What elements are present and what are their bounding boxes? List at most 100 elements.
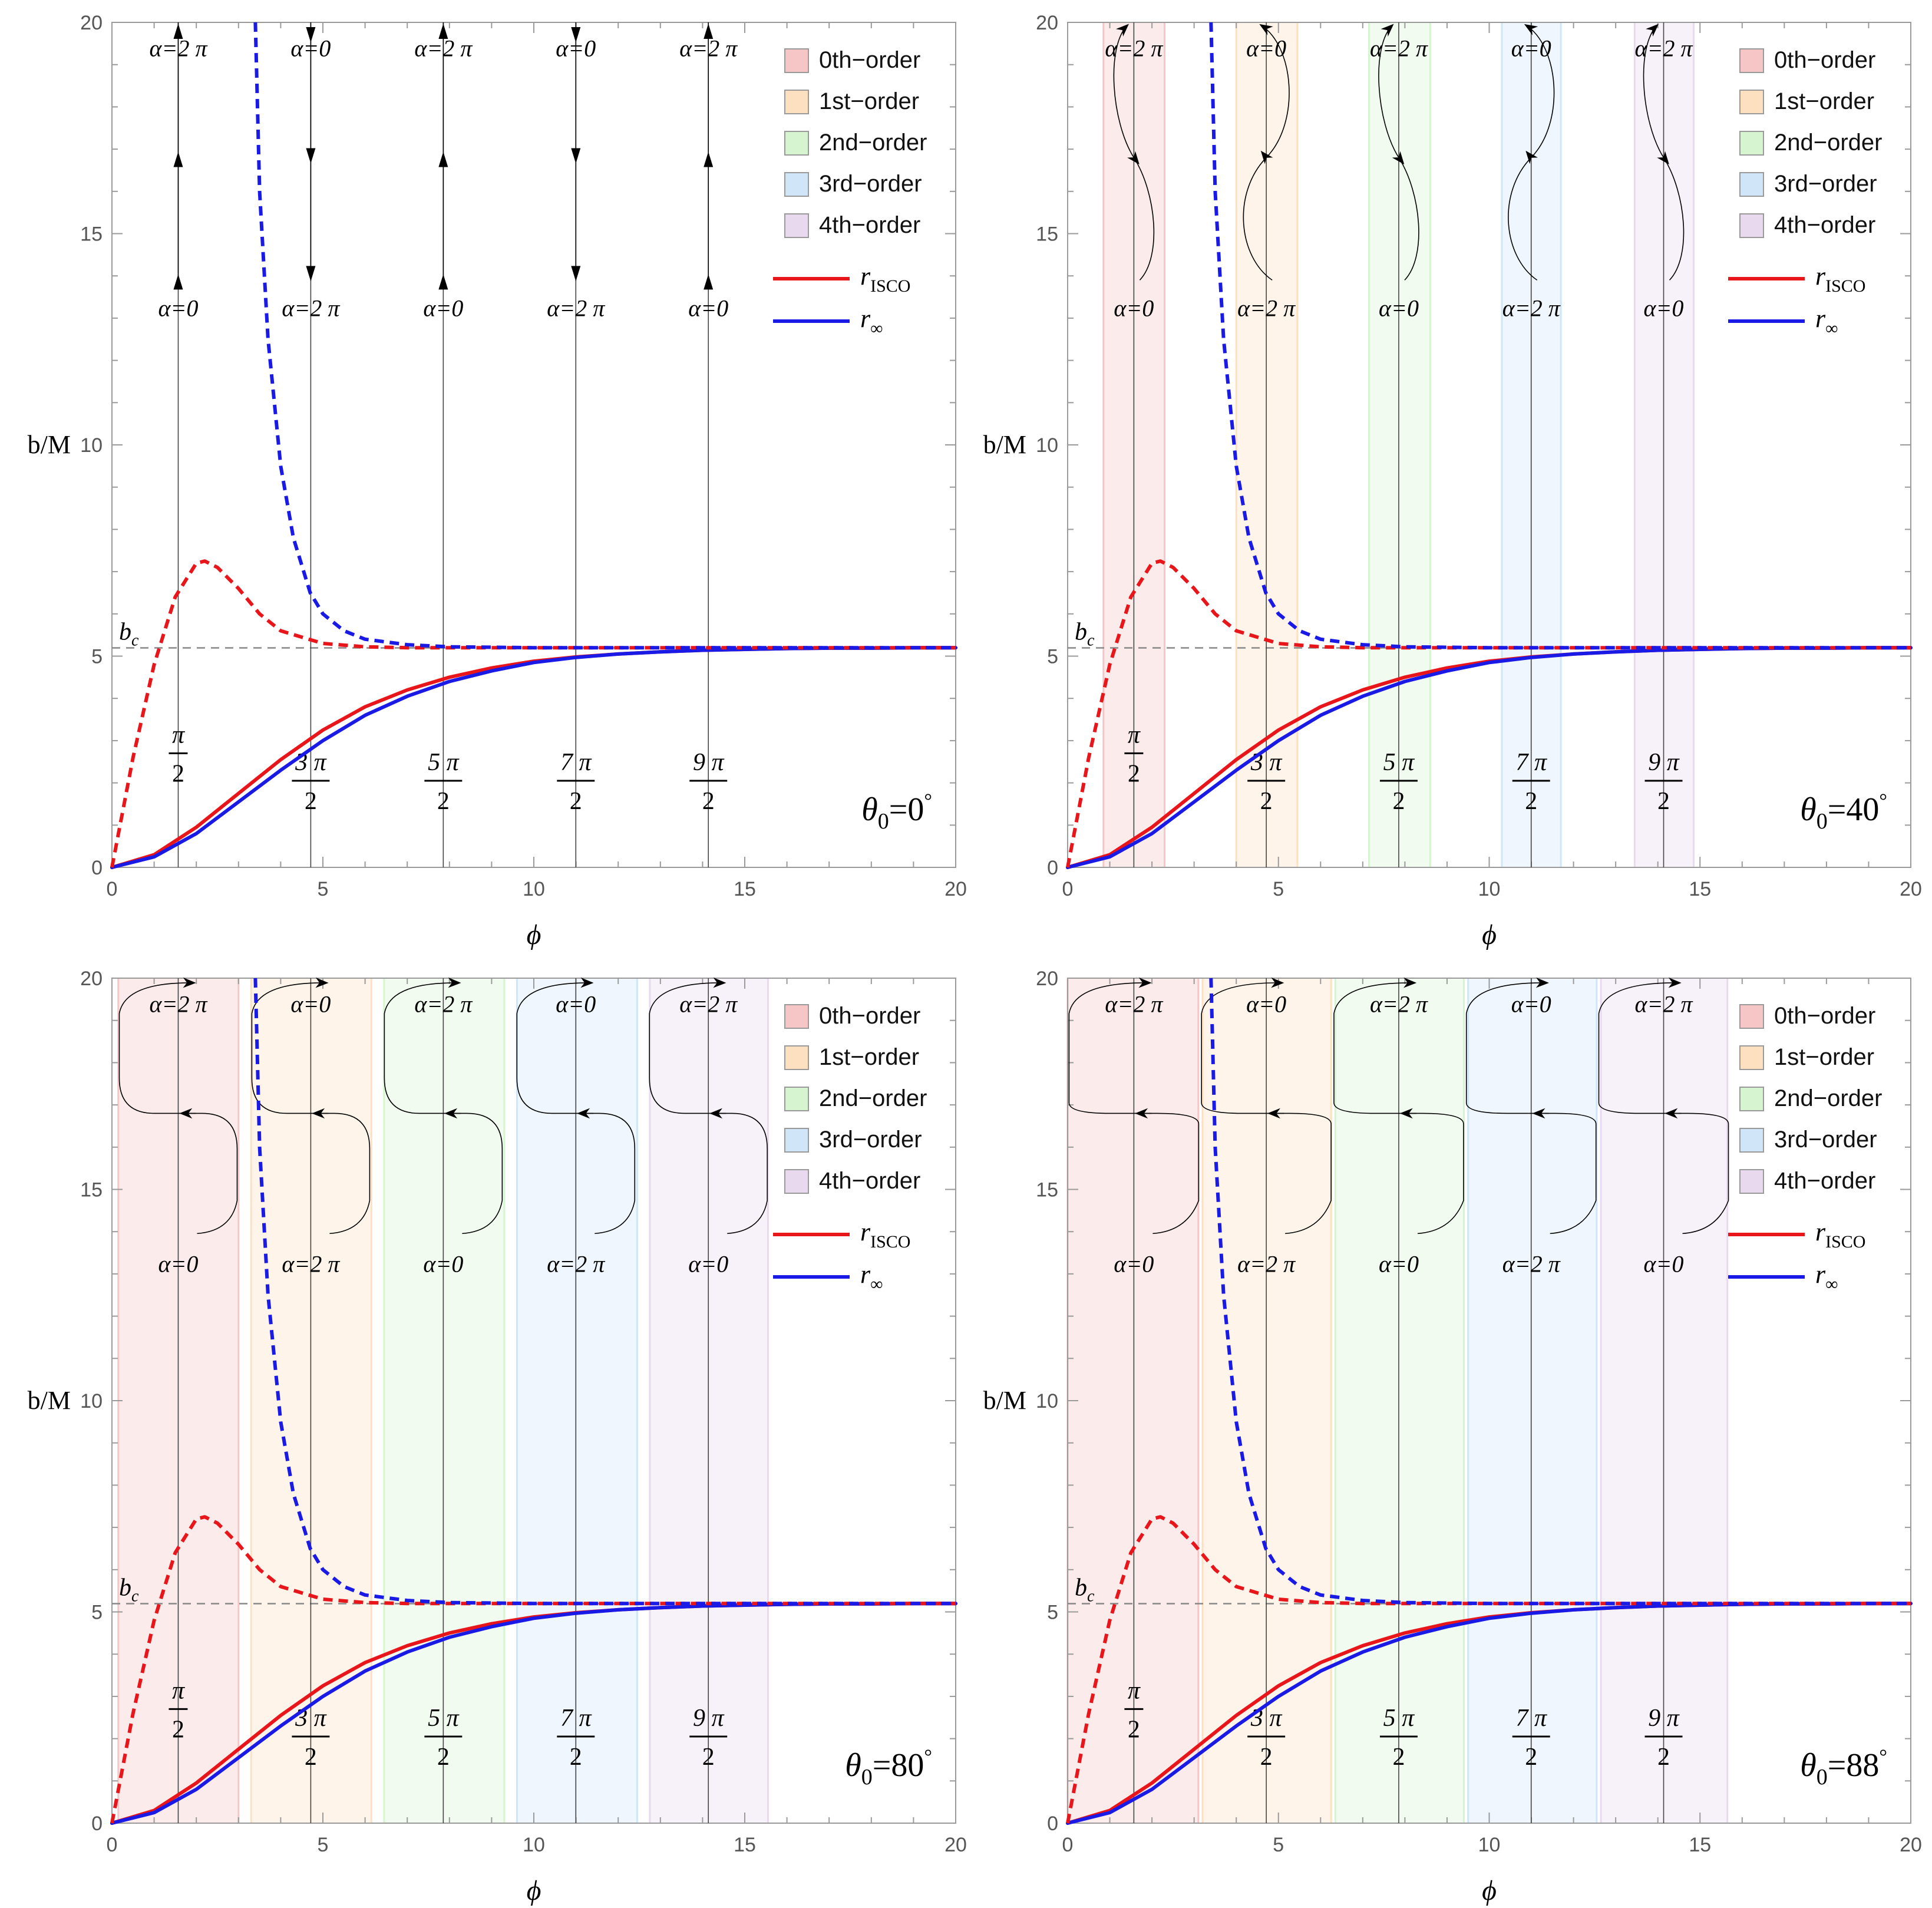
order-band-2	[384, 978, 504, 1823]
order-band-0	[1068, 978, 1198, 1823]
alpha-arrow	[571, 22, 581, 282]
legend-label: 1st−order	[1774, 88, 1874, 114]
x-tick-label: 5	[318, 1834, 329, 1856]
y-tick-label: 0	[91, 1813, 103, 1835]
vline-den-label: 2	[1128, 760, 1140, 787]
legend-label: 4th−order	[1774, 212, 1875, 238]
x-tick-label: 0	[107, 1834, 118, 1856]
vline-num-label: π	[172, 721, 185, 748]
series-r-isco	[110, 646, 957, 869]
x-tick-label: 15	[1689, 1834, 1711, 1856]
vline-den-label: 2	[305, 1744, 317, 1771]
legend-swatch-0	[1739, 1004, 1764, 1029]
alpha-arrow	[1068, 977, 1200, 1234]
alpha-bottom-label: α=0	[1644, 1250, 1684, 1277]
y-axis-label: b/M	[28, 1386, 71, 1415]
x-tick-label: 0	[107, 878, 118, 900]
alpha-arrow	[1508, 24, 1555, 281]
alpha-arrow	[1113, 24, 1155, 280]
vline-den-label: 2	[1260, 1744, 1273, 1771]
alpha-top-label: α=2 π	[149, 991, 207, 1017]
legend-swatch-4	[784, 213, 809, 238]
alpha-arrow	[438, 22, 448, 290]
legend-label: 4th−order	[1774, 1168, 1875, 1194]
x-tick-label: 10	[523, 1834, 545, 1856]
alpha-arrow	[1333, 977, 1464, 1234]
x-tick-label: 0	[1062, 878, 1074, 900]
y-tick-label: 5	[91, 646, 103, 668]
legend-swatch-2	[1739, 1087, 1764, 1111]
alpha-bottom-label: α=2 π	[1237, 295, 1296, 321]
vline-num-label: 7 π	[1515, 749, 1547, 776]
vline-den-label: 2	[1392, 1744, 1405, 1771]
vline-num-label: 9 π	[1648, 1705, 1680, 1732]
bc-label: bc	[119, 618, 139, 649]
legend-label: 1st−order	[819, 1044, 919, 1070]
vline-den-label: 2	[1657, 1744, 1670, 1771]
alpha-arrow	[516, 977, 636, 1234]
legend-line-label: rISCO	[860, 1217, 910, 1252]
legend-swatch-4	[1739, 213, 1764, 238]
x-tick-label: 20	[944, 878, 967, 900]
legend-swatch-4	[1739, 1169, 1764, 1194]
legend-swatch-3	[1739, 1128, 1764, 1153]
legend-swatch-1	[1739, 90, 1764, 114]
alpha-bottom-label: α=0	[688, 1250, 728, 1277]
vline-num-label: 7 π	[1515, 1705, 1547, 1732]
vline-den-label: 2	[570, 788, 582, 815]
alpha-arrow	[1378, 24, 1419, 280]
legend-line-label: rISCO	[1815, 1217, 1865, 1252]
alpha-bottom-label: α=0	[423, 295, 463, 321]
alpha-bottom-label: α=2 π	[282, 1250, 340, 1277]
alpha-arrow	[1243, 24, 1290, 281]
legend-label: 0th−order	[819, 47, 920, 73]
theta0-label: θ0=88°	[1800, 1746, 1887, 1790]
vline-num-label: 5 π	[1383, 1705, 1415, 1732]
alpha-top-label: α=0	[556, 991, 596, 1017]
series-dashed-r-isco	[110, 559, 956, 868]
series-dashed-r-isco	[1066, 1515, 1911, 1824]
vline-num-label: 7 π	[560, 1705, 592, 1732]
series-r-isco	[1066, 646, 1913, 869]
vline-den-label: 2	[1128, 1716, 1140, 1743]
legend-line-label: rISCO	[860, 262, 910, 296]
legend-label: 4th−order	[819, 212, 920, 238]
y-tick-label: 10	[1036, 434, 1058, 457]
alpha-arrow	[306, 22, 316, 282]
legend-label: 2nd−order	[819, 1085, 927, 1111]
alpha-arrow	[649, 977, 768, 1234]
panel-top-right: 0 5 10 15 20 0 5 10 15 20 ϕ b/M bc π 2 α=2 π α=0 3 π 2 α=0 α…	[983, 12, 1922, 950]
legend-label: 0th−order	[1774, 47, 1875, 73]
vline-num-label: 9 π	[1648, 749, 1680, 776]
order-band-4	[649, 978, 768, 1823]
y-tick-label: 20	[1036, 12, 1058, 34]
order-band-1	[251, 978, 372, 1823]
legend-label: 0th−order	[1774, 1003, 1875, 1029]
alpha-top-label: α=2 π	[679, 991, 738, 1017]
alpha-top-label: α=2 π	[1635, 991, 1693, 1017]
alpha-arrow	[1643, 24, 1685, 280]
x-tick-label: 15	[734, 878, 756, 900]
legend-label: 4th−order	[819, 1168, 920, 1194]
legend-swatch-1	[784, 1045, 809, 1070]
legend-swatch-2	[784, 131, 809, 156]
vline-num-label: 5 π	[1383, 749, 1415, 776]
legend-label: 3rd−order	[1774, 1127, 1877, 1153]
alpha-arrow	[1201, 977, 1332, 1234]
alpha-top-label: α=2 π	[414, 991, 473, 1017]
x-axis-label: ϕ	[1482, 1875, 1497, 1906]
series-dashed-r-inf	[1209, 22, 1911, 650]
legend-line-label: r∞	[1815, 1260, 1838, 1294]
vline-den-label: 2	[172, 1716, 184, 1743]
legend-label: 3rd−order	[819, 171, 922, 197]
y-tick-label: 15	[80, 223, 103, 246]
y-axis-label: b/M	[983, 430, 1026, 459]
legend-label: 2nd−order	[1774, 130, 1882, 156]
x-tick-label: 10	[523, 878, 545, 900]
y-tick-label: 20	[80, 968, 103, 990]
legend-label: 2nd−order	[819, 130, 927, 156]
theta0-label: θ0=40°	[1800, 790, 1887, 834]
alpha-top-label: α=0	[290, 991, 331, 1017]
vline-den-label: 2	[1525, 1744, 1537, 1771]
